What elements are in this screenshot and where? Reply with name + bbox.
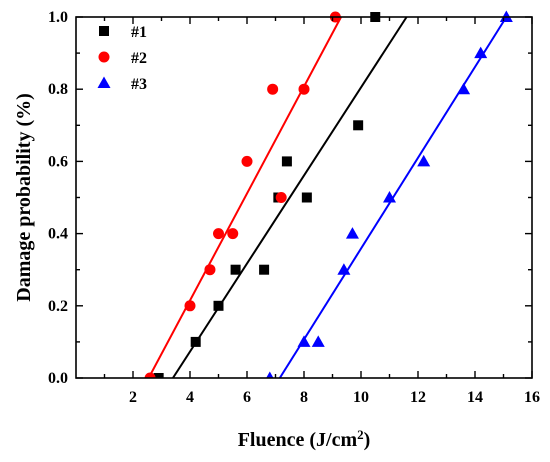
- y-tick-label: 1.0: [48, 9, 68, 26]
- data-point-series-1: [353, 120, 364, 131]
- data-point-series-3: [474, 46, 488, 59]
- legend: #1 #2 #3: [97, 24, 147, 93]
- data-point-series-1: [259, 264, 270, 275]
- plot-area: [144, 10, 513, 378]
- legend-marker-series-3: [97, 76, 111, 88]
- data-point-series-2: [144, 372, 156, 378]
- axes: 2 4 6 8 10 12 14 16 0.0 0.2 0.4 0.6 0.8 1.0: [48, 9, 540, 406]
- legend-label-series-1: #1: [131, 24, 147, 41]
- y-tick-label: 0.8: [48, 81, 68, 98]
- data-point-series-1: [301, 192, 312, 203]
- data-point-series-3: [345, 227, 359, 239]
- series-2: [144, 11, 342, 378]
- x-tick-label: 4: [186, 389, 194, 406]
- data-point-series-3: [457, 82, 471, 95]
- fit-line-series-2: [147, 16, 342, 378]
- data-point-series-2: [213, 228, 224, 240]
- data-point-series-3: [383, 191, 396, 203]
- x-axis-title-superscript: 2: [357, 427, 364, 442]
- data-point-series-3: [266, 371, 274, 378]
- x-tick-label: 8: [300, 389, 308, 406]
- data-point-series-2: [204, 264, 216, 276]
- data-point-series-2: [298, 83, 310, 95]
- legend-label-series-3: #3: [131, 76, 147, 93]
- data-point-series-1: [190, 336, 201, 347]
- data-point-series-2: [184, 300, 196, 312]
- y-tick-label: 0.2: [48, 298, 68, 315]
- y-axis-title: Damage probability (%): [13, 93, 35, 302]
- data-point-series-3: [311, 335, 325, 347]
- data-point-series-2: [227, 228, 239, 240]
- data-point-series-1: [213, 300, 224, 311]
- data-point-series-2: [275, 192, 287, 203]
- series-3: [266, 10, 513, 378]
- x-tick-label: 2: [129, 389, 137, 406]
- y-tick-label: 0.6: [48, 153, 68, 170]
- x-axis-title-end: ): [364, 429, 371, 451]
- data-point-series-3: [337, 263, 351, 275]
- legend-label-series-2: #2: [131, 50, 147, 67]
- y-tick-label: 0.4: [48, 226, 68, 243]
- legend-marker-series-2: [98, 51, 110, 63]
- x-tick-label: 16: [524, 389, 540, 406]
- fit-line-series-1: [172, 16, 408, 378]
- y-tick-label: 0.0: [48, 370, 68, 387]
- data-point-series-3: [417, 154, 431, 167]
- x-tick-label: 12: [410, 389, 426, 406]
- data-point-series-2: [241, 155, 253, 167]
- legend-marker-series-1: [99, 26, 109, 36]
- x-tick-label: 14: [467, 389, 483, 406]
- data-point-series-1: [153, 373, 164, 378]
- x-tick-label: 6: [243, 389, 251, 406]
- data-point-series-1: [281, 156, 292, 167]
- x-tick-label: 10: [353, 389, 369, 406]
- data-point-series-1: [230, 264, 241, 275]
- x-axis-title-main: Fluence (J/cm: [238, 429, 358, 451]
- x-axis-title: Fluence (J/cm2): [238, 427, 371, 452]
- data-point-series-2: [267, 83, 279, 95]
- data-point-series-3: [297, 335, 311, 347]
